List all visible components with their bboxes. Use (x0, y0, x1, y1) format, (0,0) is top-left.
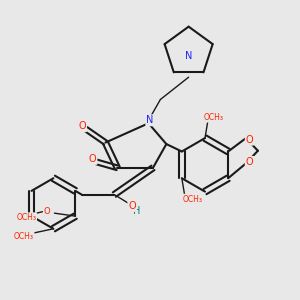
Text: O: O (128, 201, 136, 211)
Text: H: H (133, 206, 140, 216)
Text: O: O (44, 207, 50, 216)
Text: O: O (78, 121, 86, 131)
Text: N: N (146, 115, 154, 125)
Text: OCH₃: OCH₃ (182, 194, 202, 203)
Text: O: O (246, 157, 254, 167)
Text: O: O (89, 154, 96, 164)
Text: OCH₃: OCH₃ (16, 213, 36, 222)
Text: N: N (185, 51, 192, 61)
Text: O: O (246, 135, 254, 145)
Text: OCH₃: OCH₃ (204, 113, 224, 122)
Text: OCH₃: OCH₃ (14, 232, 34, 241)
